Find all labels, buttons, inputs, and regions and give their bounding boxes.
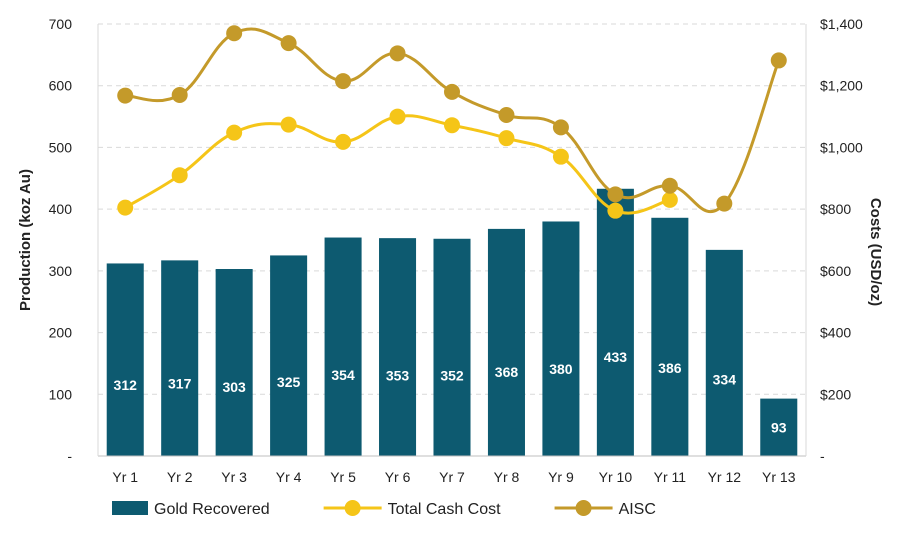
- bar: [270, 255, 308, 456]
- legend-swatch: [112, 501, 148, 515]
- aisc-point: [117, 87, 134, 104]
- aisc-point: [552, 119, 569, 136]
- total-cash-cost-point: [335, 133, 352, 150]
- y2-tick-label: $400: [820, 325, 851, 341]
- bar-data-label: 303: [222, 379, 246, 395]
- bar: [379, 238, 417, 456]
- x-tick-label: Yr 13: [762, 469, 796, 485]
- y-tick-label: 300: [49, 263, 73, 279]
- bar-data-label: 353: [386, 367, 410, 383]
- aisc-point: [716, 195, 733, 212]
- bar-data-label: 368: [495, 364, 519, 380]
- bar-data-label: 317: [168, 376, 192, 392]
- y2-tick-label: $1,400: [820, 16, 863, 32]
- y2-tick-label: $200: [820, 386, 851, 402]
- bar-data-label: 325: [277, 374, 301, 390]
- x-tick-label: Yr 9: [548, 469, 574, 485]
- bar: [487, 228, 525, 456]
- aisc-point: [498, 107, 515, 124]
- x-tick-label: Yr 10: [599, 469, 633, 485]
- legend-swatch-marker: [344, 500, 361, 516]
- bar: [161, 260, 199, 456]
- bar-data-label: 93: [771, 419, 787, 435]
- bar: [215, 269, 253, 456]
- total-cash-cost-point: [226, 124, 243, 141]
- bar: [651, 217, 689, 456]
- bar: [324, 237, 362, 456]
- y-tick-label: 400: [49, 201, 73, 217]
- total-cash-cost-point: [389, 108, 406, 125]
- aisc-point: [389, 45, 406, 62]
- bar-data-label: 386: [658, 360, 682, 376]
- x-tick-label: Yr 1: [112, 469, 138, 485]
- aisc-point: [335, 73, 352, 90]
- aisc-point: [171, 86, 188, 103]
- x-tick-label: Yr 4: [276, 469, 302, 485]
- bar: [106, 263, 144, 456]
- legend-item-gold-recovered: Gold Recovered: [112, 501, 270, 518]
- legend-label: Gold Recovered: [154, 501, 270, 518]
- bar: [542, 221, 580, 456]
- axes: - - 100 $200 200 $400 300 $600 400 $800 500 $1,000 6…: [49, 16, 863, 485]
- lines: [117, 25, 787, 219]
- total-cash-cost-point: [607, 202, 624, 219]
- total-cash-cost-point: [552, 148, 569, 165]
- x-tick-label: Yr 6: [385, 469, 411, 485]
- x-tick-label: Yr 3: [221, 469, 247, 485]
- y-axis-title: Production (koz Au): [17, 169, 34, 311]
- x-tick-label: Yr 5: [330, 469, 356, 485]
- aisc-point: [607, 186, 624, 203]
- bar-data-label: 380: [549, 361, 573, 377]
- bar-data-label: 334: [713, 372, 737, 388]
- bar: [596, 188, 634, 456]
- aisc-point: [444, 83, 460, 100]
- x-tick-label: Yr 8: [494, 469, 520, 485]
- bar-data-label: 354: [331, 367, 355, 383]
- total-cash-cost-point: [280, 116, 297, 133]
- bar: [433, 238, 471, 456]
- aisc-point: [770, 52, 787, 69]
- total-cash-cost-point: [171, 167, 188, 184]
- bar-data-label: 433: [604, 349, 628, 365]
- x-tick-label: Yr 7: [439, 469, 465, 485]
- y-tick-label: 500: [49, 139, 73, 155]
- bar-data-label: 352: [440, 368, 464, 384]
- legend-swatch-marker: [575, 500, 592, 516]
- legend-label: Total Cash Cost: [388, 501, 501, 518]
- bar-data-label: 312: [114, 377, 138, 393]
- aisc-point: [280, 35, 297, 52]
- total-cash-cost-point: [117, 199, 134, 216]
- bar: [705, 249, 743, 456]
- y2-tick-label: $600: [820, 263, 851, 279]
- y-tick-label: -: [67, 448, 72, 464]
- legend-label: AISC: [619, 501, 656, 518]
- y-tick-label: 100: [49, 386, 73, 402]
- legend-item-aisc: AISC: [554, 500, 656, 518]
- total-cash-cost-point: [498, 130, 515, 147]
- total-cash-cost-point: [444, 117, 460, 134]
- y2-axis-title: Costs (USD/oz): [867, 198, 884, 306]
- total-cash-cost-point: [661, 191, 678, 208]
- y2-tick-label: $800: [820, 201, 851, 217]
- y2-tick-label: -: [820, 448, 825, 464]
- y-tick-label: 700: [49, 16, 73, 32]
- y2-tick-label: $1,000: [820, 139, 863, 155]
- aisc-point: [661, 177, 678, 194]
- legend-item-total-cash-cost: Total Cash Cost: [323, 500, 501, 518]
- y-tick-label: 600: [49, 78, 73, 94]
- x-tick-label: Yr 2: [167, 469, 193, 485]
- y2-tick-label: $1,200: [820, 78, 863, 94]
- x-tick-label: Yr 12: [708, 469, 742, 485]
- bar: [760, 398, 798, 456]
- legend: Gold Recovered Total Cash Cost AISC: [112, 500, 656, 518]
- x-tick-label: Yr 11: [654, 469, 687, 485]
- aisc-point: [226, 25, 243, 42]
- bars: 312 317 303 325 354 353 352 368 380 433 386 334 93: [106, 188, 798, 456]
- y-tick-label: 200: [49, 325, 73, 341]
